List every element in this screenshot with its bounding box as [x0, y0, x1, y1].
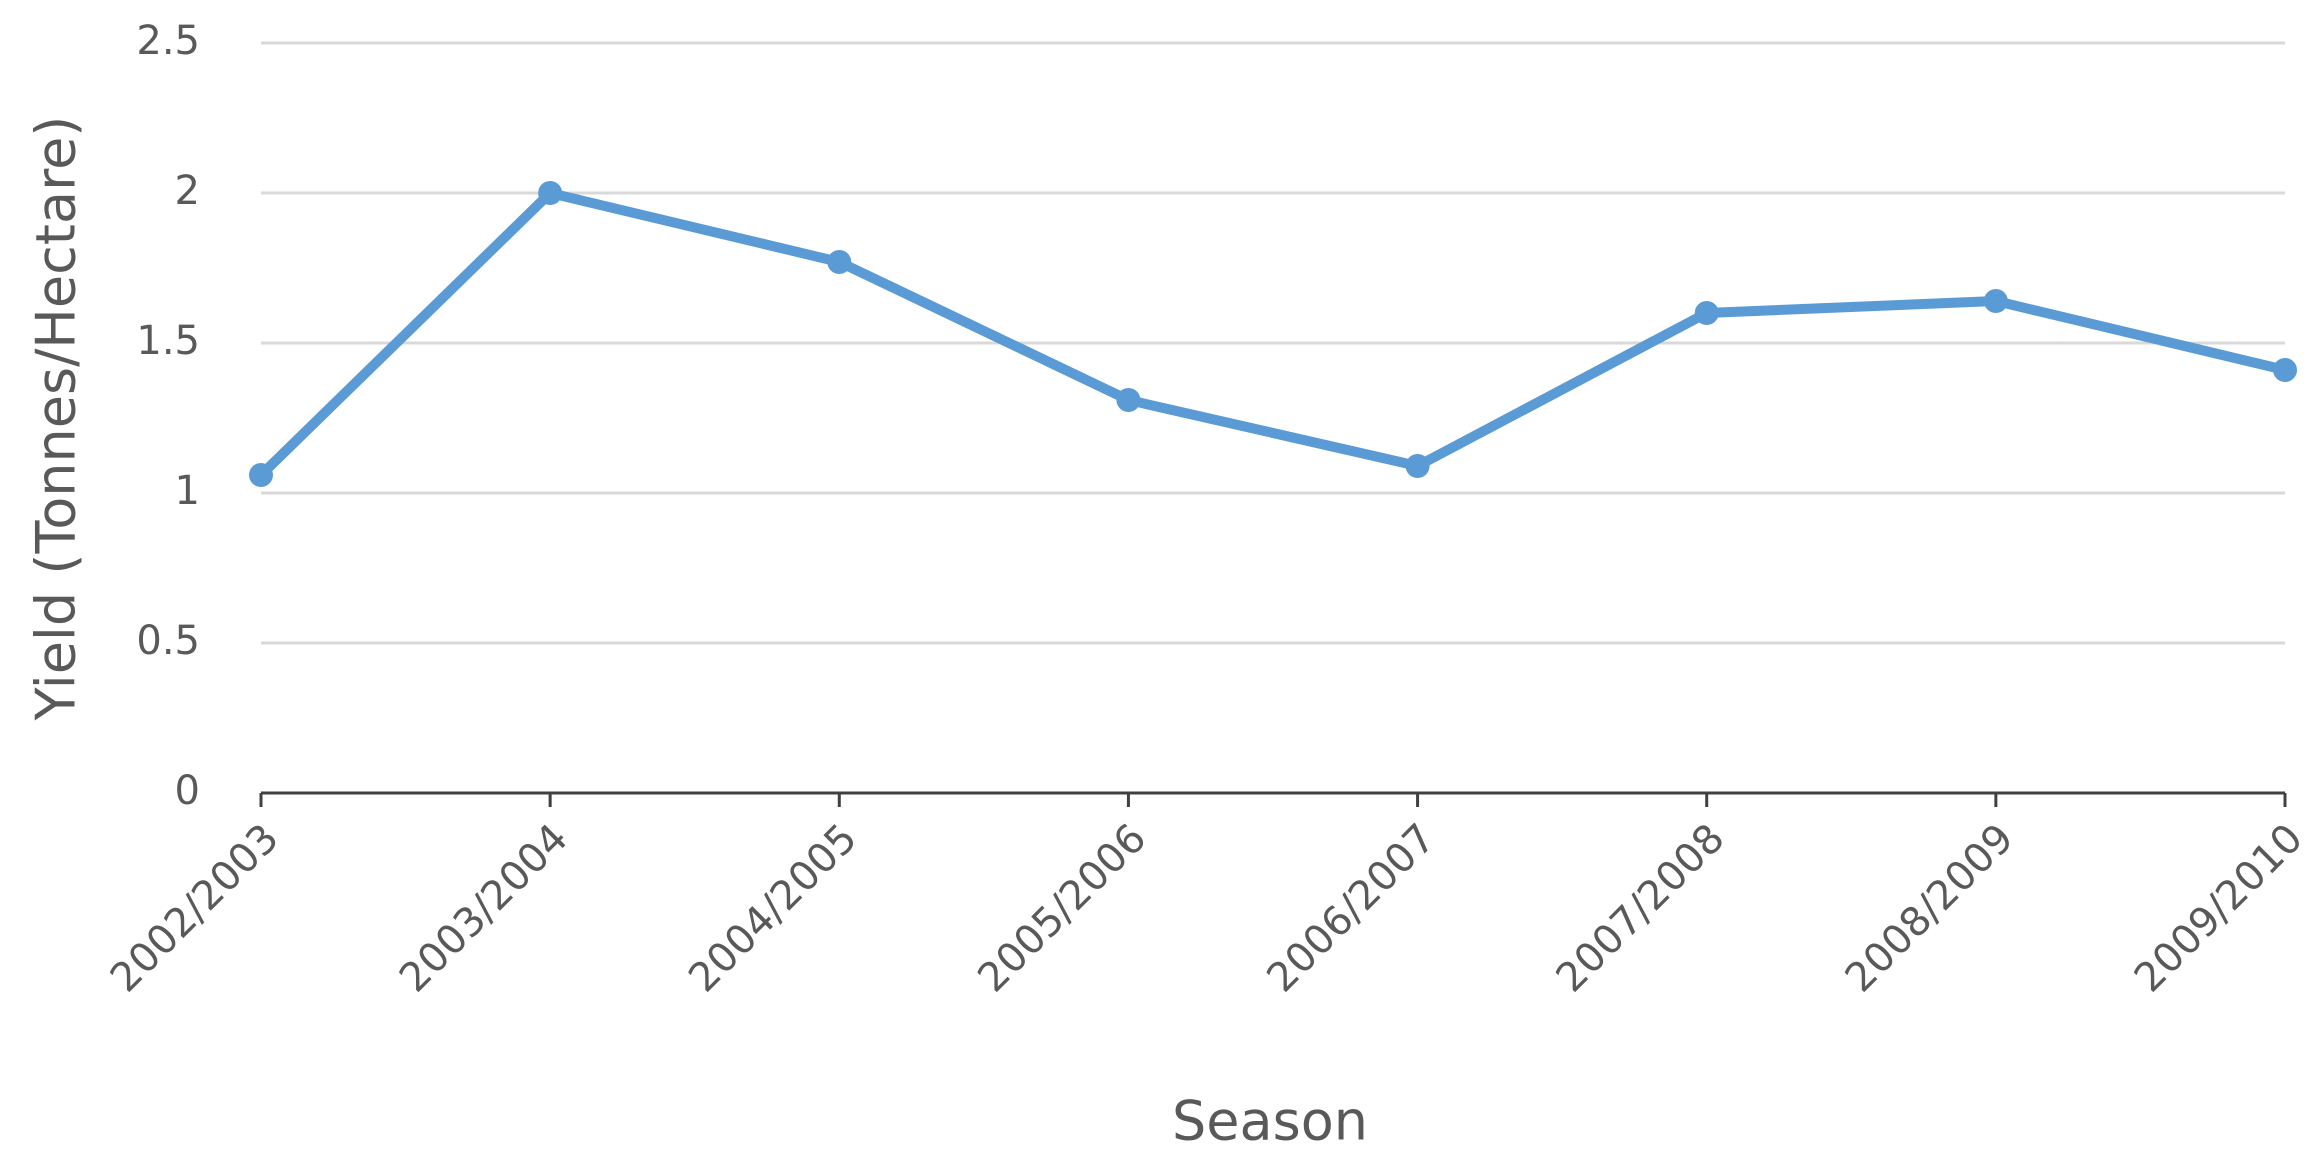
- point: [827, 250, 852, 274]
- x-tick-label: 2007/2008: [1548, 815, 1734, 1001]
- x-tick-label: 2002/2003: [102, 815, 288, 1001]
- y-tick-label: 0.5: [136, 618, 200, 664]
- y-tick-label: 1: [175, 468, 200, 514]
- point: [1983, 289, 2008, 313]
- x-axis-title: Season: [1172, 1090, 1368, 1153]
- x-tick-label: 2003/2004: [391, 815, 577, 1001]
- point: [1694, 301, 1719, 325]
- y-tick-label: 2.5: [136, 18, 200, 64]
- x-tick-label: 2008/2009: [1837, 815, 2023, 1001]
- y-axis-title: Yield (Tonnes/Hectare): [25, 116, 88, 722]
- point: [2273, 358, 2297, 382]
- x-tick-label: 2006/2007: [1258, 815, 1444, 1001]
- x-tick-label: 2009/2010: [2126, 815, 2312, 1001]
- point: [538, 181, 563, 205]
- series-line: [257, 188, 2287, 479]
- point: [1116, 388, 1141, 412]
- point: [1405, 454, 1430, 478]
- point: [249, 463, 273, 487]
- y-tick-label: 2: [175, 168, 200, 214]
- y-tick-label: 0: [175, 768, 200, 814]
- y-tick-label: 1.5: [136, 318, 200, 364]
- x-tick-label: 2005/2006: [969, 815, 1155, 1001]
- x-tick-label: 2004/2005: [680, 815, 866, 1001]
